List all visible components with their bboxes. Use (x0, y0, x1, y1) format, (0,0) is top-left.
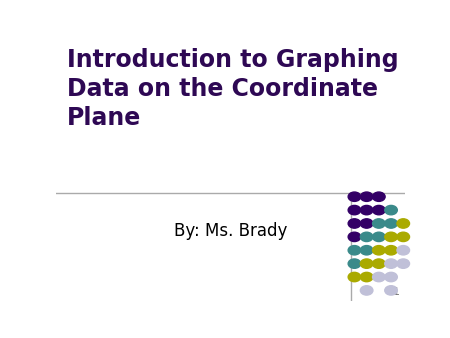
Circle shape (348, 206, 361, 215)
Circle shape (360, 219, 373, 228)
Circle shape (360, 286, 373, 295)
Circle shape (348, 259, 361, 268)
Circle shape (397, 232, 410, 242)
Circle shape (385, 219, 397, 228)
Circle shape (360, 246, 373, 255)
Circle shape (385, 259, 397, 268)
Text: 1: 1 (393, 287, 400, 297)
Circle shape (373, 206, 385, 215)
Circle shape (373, 192, 385, 201)
Circle shape (360, 192, 373, 201)
Circle shape (373, 232, 385, 242)
Circle shape (385, 232, 397, 242)
Circle shape (397, 246, 410, 255)
Circle shape (397, 219, 410, 228)
Circle shape (360, 272, 373, 282)
Circle shape (385, 286, 397, 295)
Circle shape (397, 259, 410, 268)
Circle shape (373, 259, 385, 268)
Circle shape (348, 219, 361, 228)
Circle shape (373, 246, 385, 255)
Text: By: Ms. Brady: By: Ms. Brady (174, 221, 287, 240)
Circle shape (360, 232, 373, 242)
Circle shape (348, 232, 361, 242)
Circle shape (348, 272, 361, 282)
Circle shape (348, 192, 361, 201)
Circle shape (373, 219, 385, 228)
Circle shape (360, 259, 373, 268)
Circle shape (373, 272, 385, 282)
Circle shape (348, 246, 361, 255)
Text: Introduction to Graphing
Data on the Coordinate
Plane: Introduction to Graphing Data on the Coo… (67, 48, 398, 130)
Circle shape (385, 206, 397, 215)
Circle shape (385, 272, 397, 282)
Circle shape (360, 206, 373, 215)
Circle shape (385, 246, 397, 255)
